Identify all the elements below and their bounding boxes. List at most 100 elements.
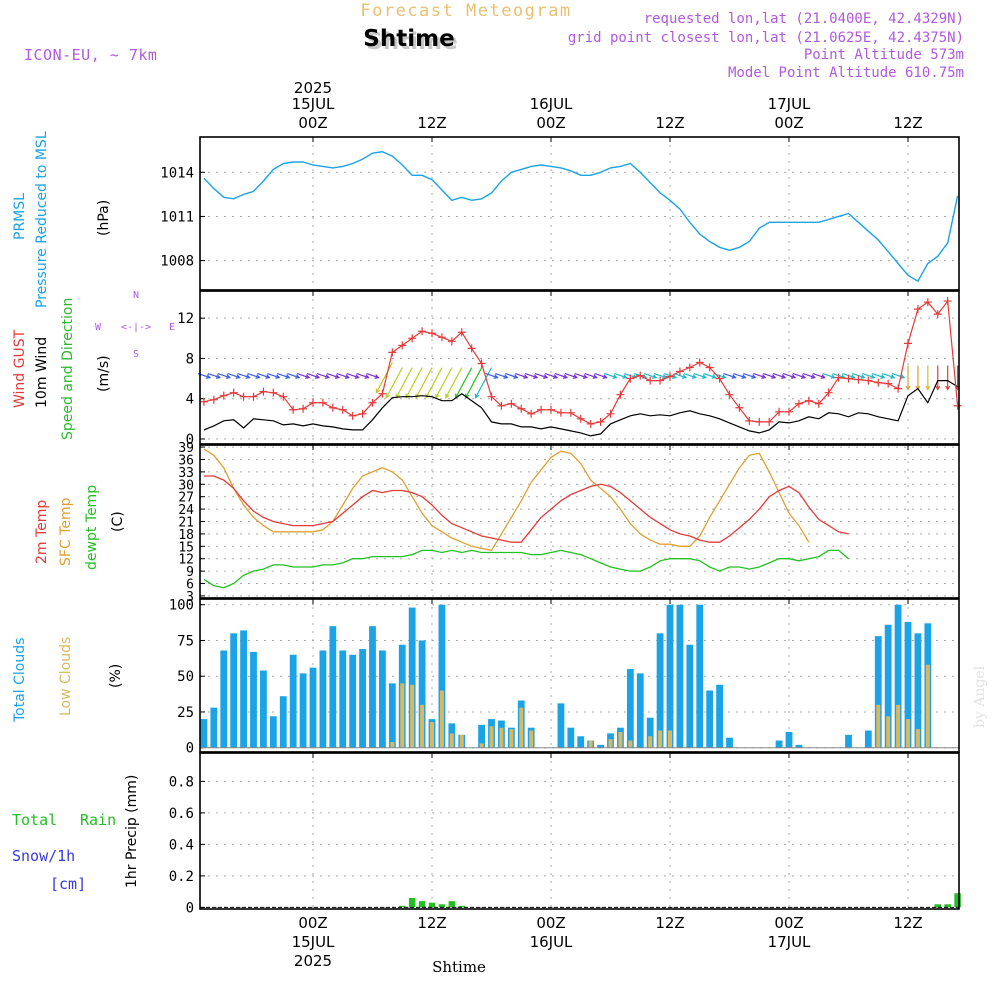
total-cloud-bar	[230, 633, 238, 748]
location-title-shadow: Shtime	[366, 29, 457, 55]
wind-arrow	[891, 372, 905, 379]
wind-arrow	[782, 372, 796, 379]
precip-ytick-label: 0.6	[169, 806, 194, 822]
wind-unit: (m/s)	[96, 355, 112, 392]
wind-arrow	[267, 372, 280, 379]
compass-rose: N S W E <-|->	[95, 290, 175, 360]
wind-arrow-head	[671, 374, 678, 379]
bottom-time-label: 17JUL	[768, 933, 811, 951]
wind-arrow-head	[592, 374, 598, 379]
temperature-ytick-label: 15	[178, 540, 194, 555]
wind-arrow	[336, 372, 349, 379]
wind-gust-point	[368, 398, 377, 407]
wind-arrow-head	[925, 385, 931, 391]
wind-arrow	[852, 372, 865, 379]
low-cloud-bar	[668, 730, 672, 748]
wind-arrow	[515, 372, 528, 379]
pressure-ytick-label: 1014	[160, 165, 194, 181]
wind-gust-point	[765, 417, 774, 426]
wind-gust-point	[666, 372, 674, 381]
wind-gust-point	[646, 376, 655, 385]
wind-arrow-head	[305, 374, 311, 379]
top-time-label: 15JUL	[292, 95, 335, 113]
wind-gust-point	[309, 398, 317, 407]
wind-arrow	[643, 372, 657, 379]
wind-arrow	[475, 367, 493, 398]
wind-ytick-label: 8	[186, 351, 194, 367]
wind-arrow	[326, 372, 340, 379]
wind-arrow-head	[562, 374, 569, 379]
wind-gust-point	[348, 411, 357, 420]
low-clouds-label: Low Clouds	[58, 637, 74, 716]
wind-arrow	[425, 367, 443, 398]
wind-gust-point	[487, 392, 496, 401]
wind-gust-point	[864, 376, 873, 385]
total-cloud-bar	[577, 736, 585, 748]
wind-arrow-head	[493, 374, 499, 379]
low-cloud-bar	[439, 690, 444, 748]
wind-arrow	[485, 372, 498, 379]
wind-gust-point	[636, 371, 645, 380]
wind-arrow-head	[445, 393, 450, 399]
wind-arrow-head	[810, 374, 817, 379]
wind-gust-point	[199, 397, 208, 406]
total-cloud-bar	[309, 667, 317, 748]
wind-arrow	[564, 372, 578, 379]
wind-arrow-head	[255, 374, 261, 379]
wind-arrow	[762, 372, 776, 379]
wind-gust-point	[656, 376, 665, 385]
wind-gust-point	[725, 390, 734, 399]
wind-gust-point	[299, 404, 308, 413]
clouds-ytick-label: 50	[177, 669, 194, 685]
wind-arrow	[604, 372, 617, 379]
wind-gust-point	[586, 419, 595, 428]
footer-location: Shtime	[432, 958, 486, 976]
wind-arrow-head	[375, 388, 381, 394]
wind-arrow-head	[285, 374, 291, 379]
wind-arrow-head	[334, 374, 341, 379]
wind-ytick-label: 12	[177, 311, 194, 327]
wind-gust-point	[249, 392, 258, 401]
total-cloud-bar	[279, 696, 287, 748]
model-label: ICON-EU, ~ 7km	[24, 46, 157, 64]
wind-arrow-head	[602, 374, 608, 379]
wind-gust-point	[923, 298, 932, 307]
wind-arrow	[653, 372, 667, 379]
wind-gust-point	[437, 333, 446, 342]
wind-arrow-head	[314, 374, 321, 379]
wind-gust-point	[547, 405, 555, 414]
wind-gust-point	[745, 416, 754, 425]
location-title: Shtime	[363, 26, 454, 52]
wind-gust-point	[953, 401, 962, 410]
wind-gust-point	[904, 339, 912, 348]
total-cloud-bar	[686, 644, 694, 748]
precip-ytick-label: 0.2	[169, 869, 194, 885]
dewpt-label: dewpt Temp	[84, 485, 100, 570]
t2m-label: 2m Temp	[34, 500, 50, 564]
wind-10m-label: 10m Wind	[34, 337, 50, 408]
wind-gust-point	[259, 387, 268, 396]
wind-arrow-head	[465, 393, 470, 399]
wind-gust-point	[239, 392, 248, 401]
wind-arrow	[257, 372, 270, 379]
wind-arrow-head	[652, 374, 658, 379]
wind-gust-point	[685, 363, 694, 372]
wind-arrow-head	[523, 374, 529, 379]
temperature-ytick-label: 36	[178, 453, 194, 468]
wind-arrow-head	[235, 374, 241, 379]
wind-arrow	[544, 372, 558, 379]
precip-axis-label: 1hr Precip (mm)	[124, 775, 140, 888]
precip-frame	[199, 752, 960, 910]
temperature-ytick-label: 6	[186, 578, 194, 593]
wind-arrow-head	[890, 374, 896, 379]
wind-arrow-head	[642, 374, 648, 379]
wind-arrow	[207, 372, 221, 379]
wind-arrow-head	[364, 374, 370, 379]
total-cloud-bar	[339, 650, 347, 748]
low-cloud-bar	[588, 740, 593, 748]
wind-arrow	[247, 372, 260, 379]
tsfc-line	[203, 448, 810, 552]
wind-arrow	[872, 372, 885, 379]
total-cloud-bar	[260, 670, 267, 748]
wind-arrow-head	[900, 374, 906, 379]
